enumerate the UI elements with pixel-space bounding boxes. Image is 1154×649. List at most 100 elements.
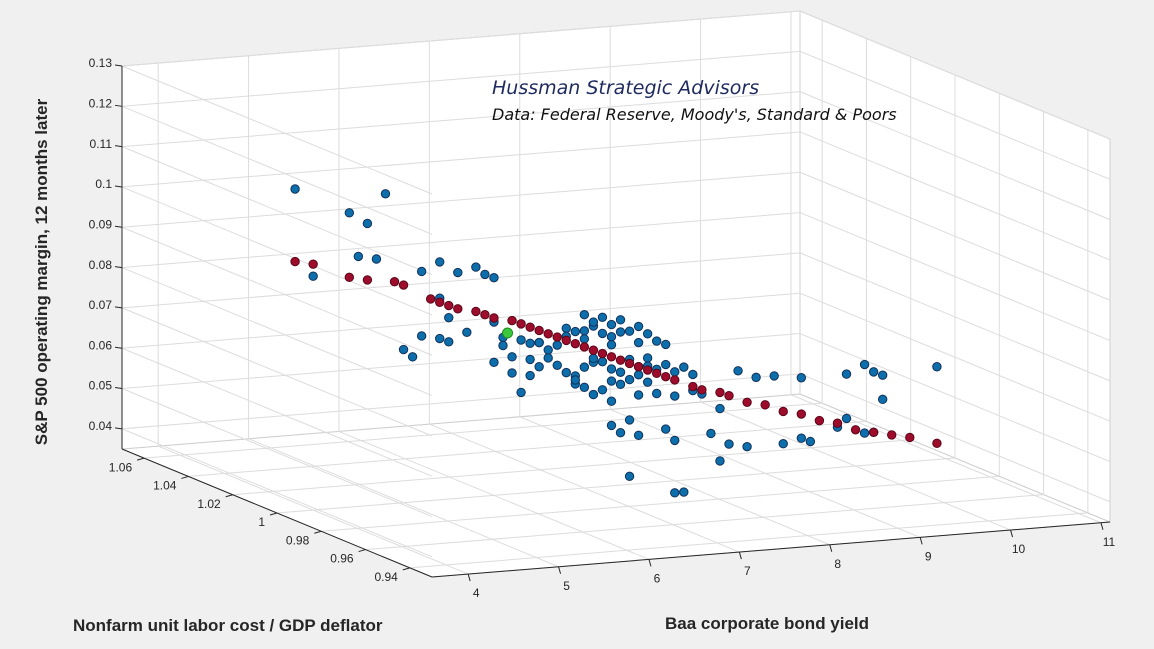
fitted-data-point — [624, 358, 635, 369]
actual-data-point — [624, 374, 635, 385]
actual-data-point — [371, 254, 382, 264]
actual-data-point — [615, 315, 626, 325]
actual-data-point — [624, 415, 635, 425]
actual-data-point — [769, 371, 779, 381]
x-tick-label: 11 — [1103, 535, 1116, 549]
actual-data-point — [859, 428, 870, 438]
z-tick-label: 0.07 — [89, 298, 113, 312]
fitted-data-point — [389, 277, 400, 287]
grid-line — [409, 512, 1088, 569]
chart-annotation-title: Hussman Strategic Advisors — [492, 77, 760, 99]
actual-data-point — [570, 375, 581, 385]
actual-data-point — [679, 487, 689, 497]
fitted-data-point — [832, 418, 843, 428]
actual-data-point — [516, 387, 526, 398]
x-axis-line — [431, 521, 1111, 578]
actual-data-point — [507, 352, 517, 362]
grid-line — [799, 50, 1111, 180]
x-tick-mark — [829, 544, 833, 552]
grid-line — [121, 91, 801, 148]
grid-line — [365, 494, 1044, 551]
actual-data-point — [570, 326, 581, 337]
actual-data-point — [380, 189, 391, 199]
actual-data-point — [507, 368, 517, 378]
actual-data-point — [597, 356, 608, 367]
grid-line — [121, 226, 433, 356]
actual-data-point — [606, 376, 617, 386]
actual-data-point — [588, 389, 599, 400]
x-tick-mark — [1100, 522, 1104, 530]
actual-data-point — [868, 367, 879, 377]
actual-data-point — [841, 413, 852, 424]
grid-line — [121, 292, 801, 349]
fitted-data-point — [444, 300, 454, 311]
grid-line — [121, 267, 433, 397]
actual-data-point — [416, 331, 427, 341]
actual-data-point — [579, 362, 590, 372]
actual-data-point — [932, 362, 942, 372]
z-tick-mark — [114, 266, 123, 269]
actual-data-point — [805, 436, 816, 447]
actual-data-point — [615, 379, 626, 390]
actual-data-point — [444, 337, 454, 347]
y-tick-label: 1.02 — [197, 497, 221, 511]
actual-data-point — [651, 336, 662, 346]
fitted-data-point — [724, 391, 734, 401]
fitted-data-point — [905, 432, 915, 443]
grid-line — [121, 105, 433, 235]
fitted-data-point — [525, 322, 535, 332]
z-axis-title: S&P 500 operating margin, 12 months late… — [32, 98, 51, 446]
actual-data-point — [615, 327, 626, 337]
actual-data-point — [877, 394, 888, 405]
grid-line — [188, 420, 867, 477]
z-tick-mark — [114, 427, 123, 430]
actual-data-point — [435, 257, 445, 267]
actual-data-point — [670, 488, 680, 498]
grid-line — [799, 373, 1111, 503]
grid-line — [121, 131, 801, 188]
actual-data-point — [498, 340, 508, 351]
y-tick-label: 0.94 — [374, 570, 398, 584]
y-tick-mark — [358, 549, 366, 553]
actual-data-point — [552, 340, 562, 350]
actual-data-point — [751, 372, 761, 383]
actual-data-point — [661, 359, 671, 370]
highlight-data-point — [502, 327, 514, 339]
actual-data-point — [480, 269, 490, 280]
actual-data-point — [462, 327, 472, 338]
grid-line — [121, 186, 433, 316]
grid-line — [121, 50, 801, 107]
fitted-data-point — [588, 345, 599, 355]
fitted-data-point — [932, 438, 942, 449]
actual-data-point — [398, 344, 409, 355]
x-tick-mark — [919, 537, 923, 545]
actual-data-point — [796, 373, 807, 383]
fitted-data-point — [688, 381, 698, 392]
grid-line — [121, 252, 801, 309]
actual-data-point — [435, 333, 445, 344]
actual-data-point — [859, 359, 870, 370]
y-tick-mark — [269, 512, 278, 516]
x-tick-label: 10 — [1012, 542, 1026, 556]
fitted-data-point — [570, 338, 581, 349]
actual-data-point — [543, 353, 553, 363]
grid-line — [121, 428, 433, 558]
fitted-data-point — [471, 306, 481, 317]
fitted-data-point — [850, 425, 861, 435]
z-tick-label: 0.12 — [89, 96, 113, 110]
y-tick-label: 1.04 — [153, 479, 177, 493]
actual-data-point — [416, 266, 427, 277]
actual-data-point — [308, 271, 318, 281]
actual-data-point — [453, 267, 463, 278]
fitted-data-point — [344, 272, 355, 283]
z-tick-mark — [114, 104, 123, 107]
actual-data-point — [516, 335, 526, 345]
fitted-data-point — [661, 371, 671, 382]
z-tick-mark — [114, 346, 123, 349]
fitted-data-point — [742, 397, 752, 407]
fitted-data-point — [516, 319, 526, 329]
grid-line — [799, 91, 1111, 221]
fitted-data-point — [480, 310, 490, 320]
fitted-data-point — [453, 304, 463, 314]
actual-data-point — [679, 362, 689, 372]
